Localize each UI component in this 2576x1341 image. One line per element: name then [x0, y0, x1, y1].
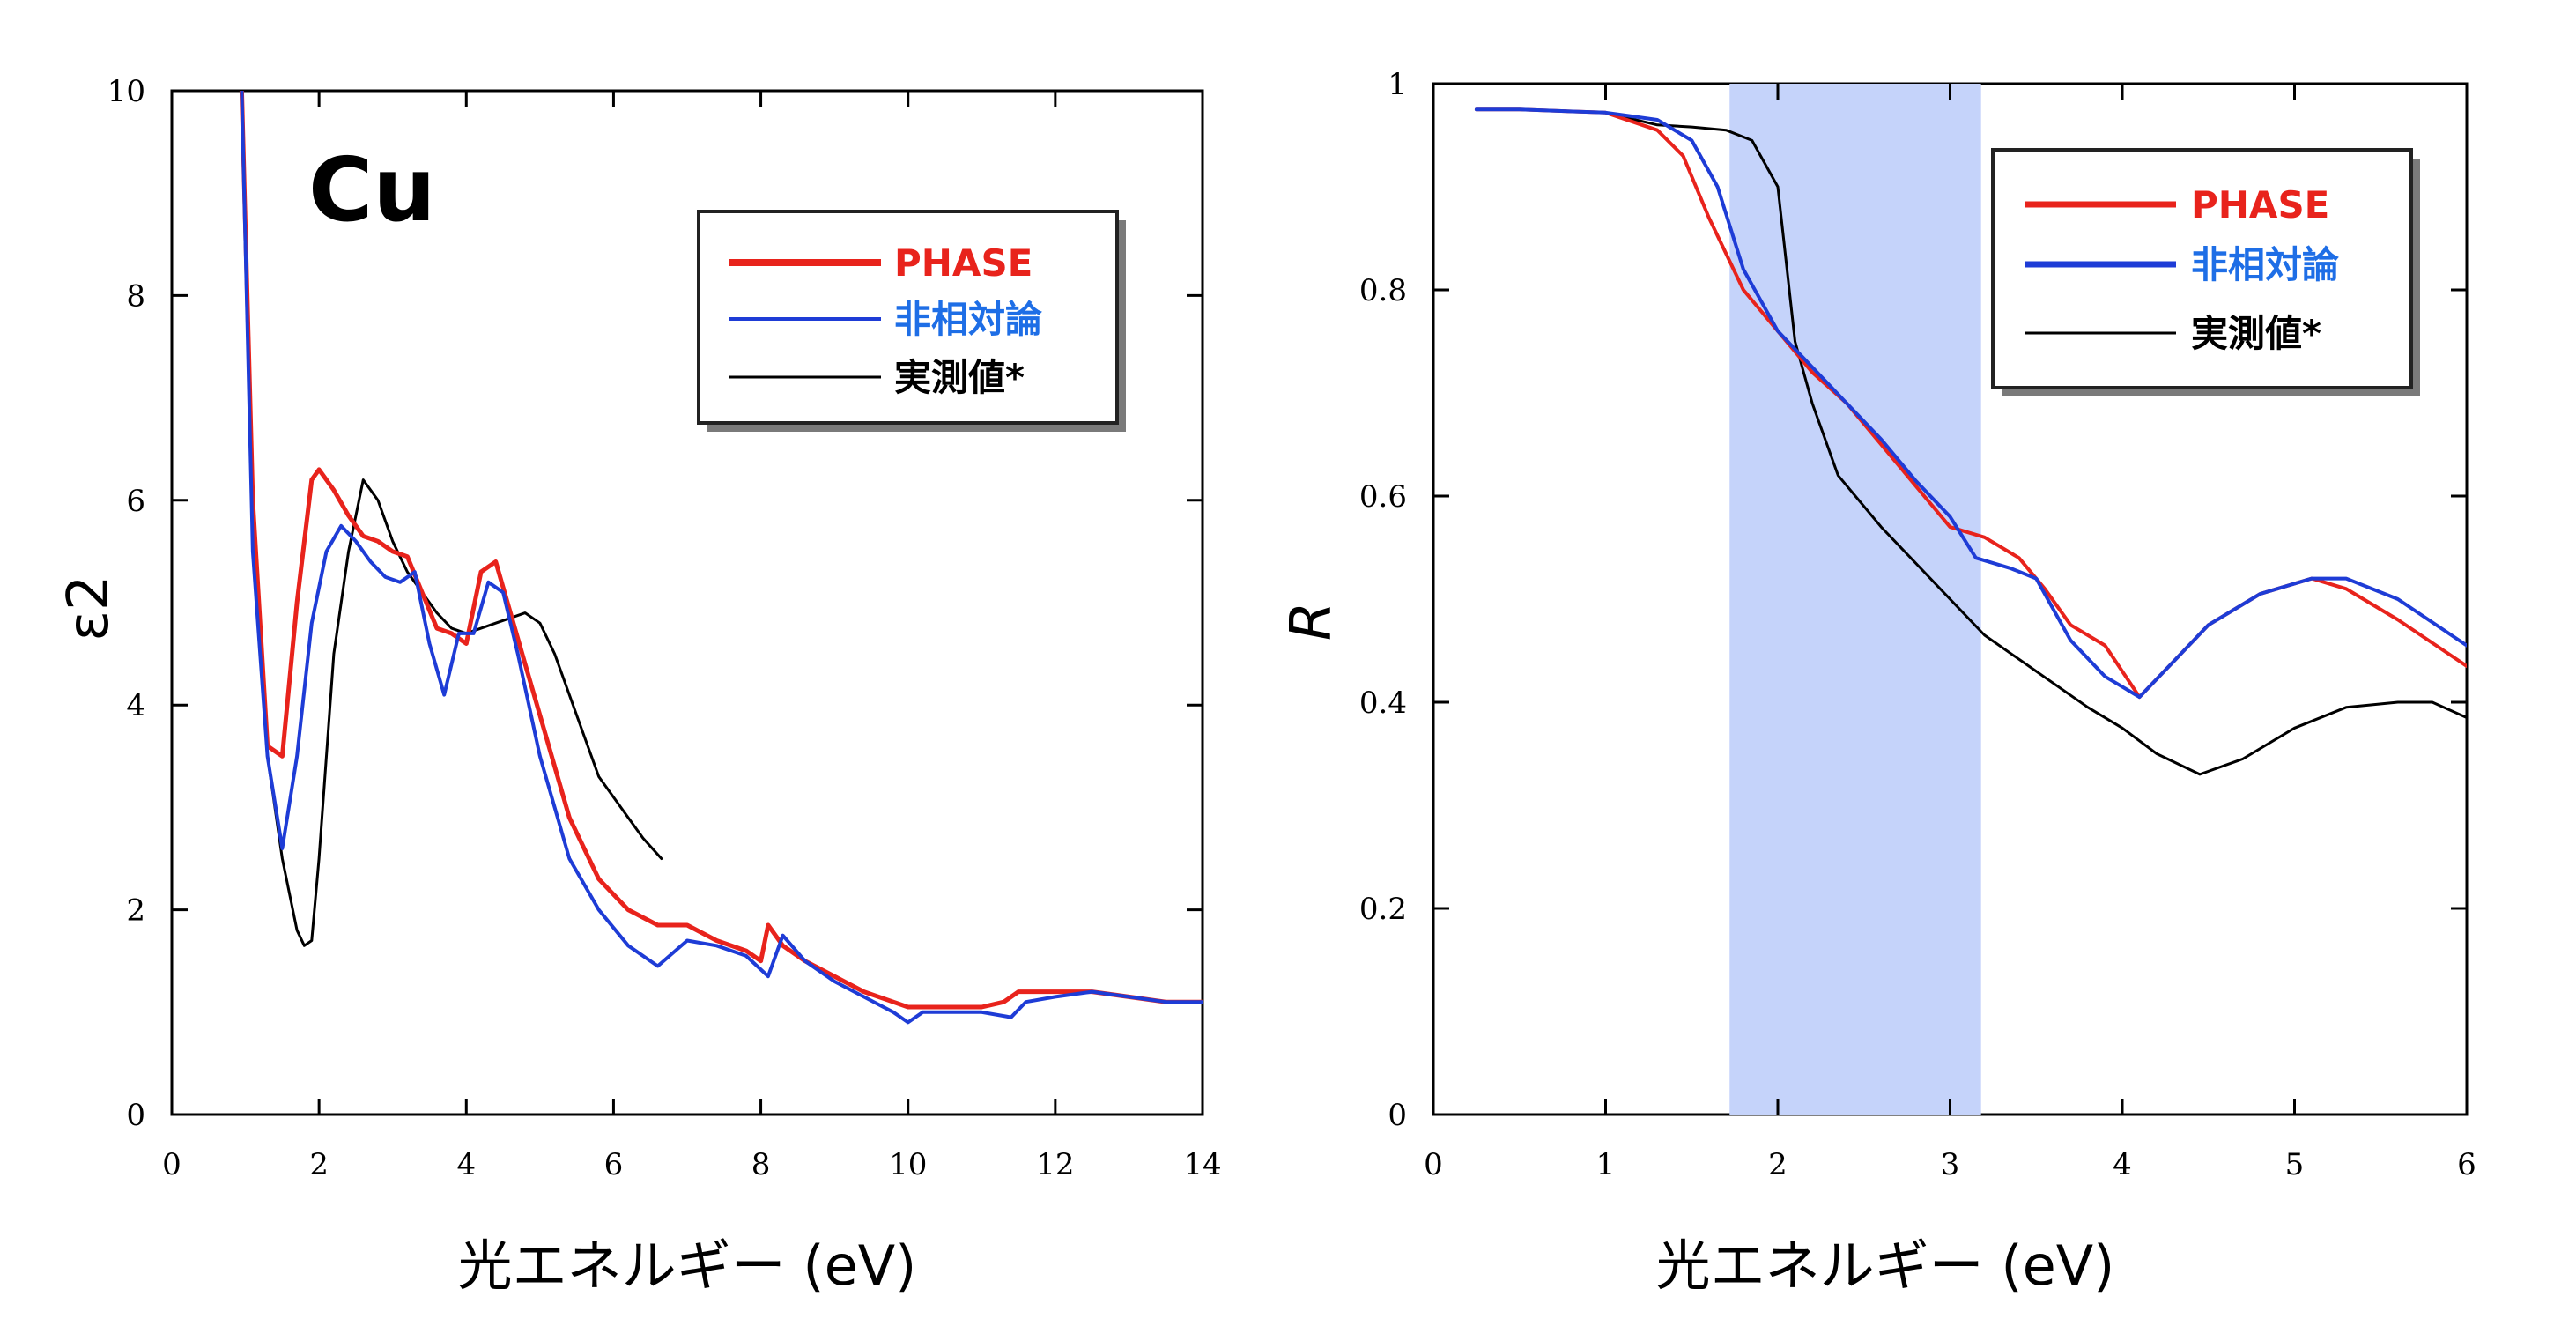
y-tick-label: 0.8: [1359, 273, 1407, 308]
legend-label-measured: 実測値*: [894, 356, 1025, 399]
legend-label-nonrel: 非相対論: [894, 298, 1042, 341]
x-tick-label: 2: [1768, 1147, 1788, 1182]
chart-left-xlabel: 光エネルギー (eV): [458, 1234, 917, 1298]
legend-box: [697, 210, 1119, 425]
y-tick-label: 8: [126, 278, 145, 314]
y-tick-label: 0: [126, 1098, 145, 1133]
x-tick-label: 10: [889, 1147, 927, 1182]
chart-left-element-label: Cu: [308, 138, 436, 241]
chart-left-legend: PHASE 非相対論 実測値*: [697, 210, 1126, 432]
chart-left-ticks: 0 2 4 6 8 10 12 14 0 2 4 6 8 10: [107, 74, 1222, 1182]
y-tick-label: 0.4: [1359, 685, 1407, 721]
y-tick-label: 4: [126, 688, 145, 723]
x-tick-label: 0: [162, 1147, 181, 1182]
x-tick-label: 2: [309, 1147, 329, 1182]
chart-left: 0 2 4 6 8 10 12 14 0 2 4 6 8 10 Cu PHASE 非相対論 実測値* 光エ…: [56, 74, 1222, 1298]
chart-right-legend: PHASE 非相対論 実測値*: [1991, 148, 2420, 396]
y-tick-label: 2: [126, 893, 145, 929]
x-tick-label: 0: [1424, 1147, 1443, 1182]
series-line-measured: [240, 91, 663, 947]
x-tick-label: 4: [456, 1147, 476, 1182]
legend-box: [1991, 148, 2413, 389]
x-tick-label: 14: [1183, 1147, 1221, 1182]
x-tick-label: 8: [751, 1147, 771, 1182]
x-tick-label: 4: [2113, 1147, 2132, 1182]
legend-label-nonrel: 非相対論: [2191, 243, 2339, 286]
y-tick-label: 0.6: [1359, 479, 1407, 515]
y-tick-label: 10: [107, 74, 145, 109]
y-tick-label: 0: [1388, 1098, 1407, 1133]
series-line-nonrelativistic: [240, 91, 1203, 1025]
series-line-nonrelativistic: [1474, 107, 2467, 700]
x-tick-label: 6: [2457, 1147, 2476, 1182]
legend-label-phase: PHASE: [894, 241, 1033, 285]
series-line-phase: [239, 91, 1203, 1010]
chart-right-series: [1474, 107, 2467, 776]
chart-right-xlabel: 光エネルギー (eV): [1656, 1234, 2115, 1298]
chart-left-ylabel: ε2: [56, 574, 122, 641]
series-line-measured: [1475, 107, 2467, 776]
y-tick-label: 1: [1388, 67, 1407, 102]
chart-right: 0 1 2 3 4 5 6 0 0.2 0.4 0.6 0.8 1 PHASE 非相対論 実測値* 光エ…: [1279, 67, 2476, 1298]
legend-label-measured: 実測値*: [2191, 312, 2321, 355]
x-tick-label: 12: [1036, 1147, 1074, 1182]
x-tick-label: 1: [1596, 1147, 1616, 1182]
chart-right-ticks: 0 1 2 3 4 5 6 0 0.2 0.4 0.6 0.8 1: [1359, 67, 2476, 1182]
x-tick-label: 3: [1941, 1147, 1960, 1182]
chart-left-series: [239, 91, 1203, 1025]
legend-label-phase: PHASE: [2191, 183, 2329, 226]
x-tick-label: 5: [2285, 1147, 2305, 1182]
x-tick-label: 6: [604, 1147, 624, 1182]
chart-right-ylabel: R: [1279, 602, 1344, 641]
y-tick-label: 6: [126, 484, 145, 519]
chart-right-highlight-band: [1729, 84, 1981, 1115]
y-tick-label: 0.2: [1359, 892, 1407, 927]
